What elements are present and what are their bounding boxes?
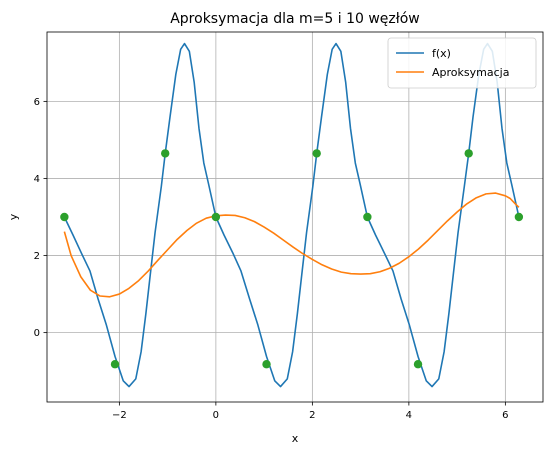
plot-area — [60, 42, 524, 388]
x-tick-label: 0 — [213, 410, 219, 421]
y-tick-label: 2 — [34, 251, 40, 262]
data-point-marker — [161, 149, 170, 158]
data-point-marker — [211, 212, 221, 222]
data-point-marker — [110, 360, 120, 369]
legend-box — [387, 37, 537, 89]
axis-ticks: −2 0 2 4 6 0 2 4 6 — [34, 97, 509, 421]
data-point-marker — [262, 360, 271, 369]
data-point-marker — [60, 212, 69, 222]
x-tick-label: −2 — [112, 410, 127, 421]
data-point-marker — [514, 212, 524, 222]
x-tick-label: 6 — [502, 410, 508, 421]
legend-label: f(x) — [432, 47, 451, 60]
series-line-1 — [63, 192, 520, 298]
x-axis-label: x — [292, 432, 299, 445]
data-point-marker — [413, 360, 423, 369]
axes-frame — [46, 31, 544, 403]
y-tick-label: 6 — [34, 97, 40, 108]
y-tick-label: 0 — [34, 328, 40, 339]
series-line-0 — [63, 42, 520, 388]
data-point-marker — [363, 212, 372, 222]
x-tick-label: 4 — [406, 410, 412, 421]
legend-label: Aproksymacja — [432, 66, 509, 79]
data-point-marker — [464, 149, 473, 158]
legend: f(x) Aproksymacja — [387, 37, 537, 89]
data-point-marker — [312, 149, 321, 158]
chart-title: Aproksymacja dla m=5 i 10 węzłów — [170, 11, 420, 27]
y-tick-label: 4 — [34, 174, 40, 185]
y-axis-label: y — [7, 213, 20, 220]
x-tick-label: 2 — [309, 410, 315, 421]
